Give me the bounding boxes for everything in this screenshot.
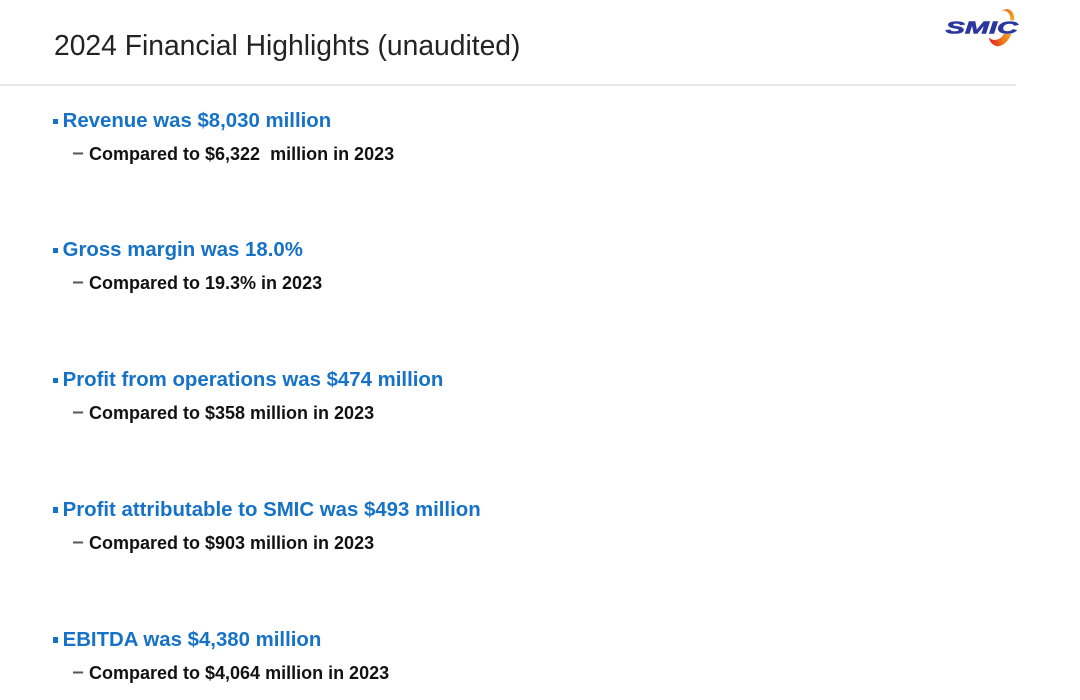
svg-text:SMIC: SMIC [946,18,1019,38]
